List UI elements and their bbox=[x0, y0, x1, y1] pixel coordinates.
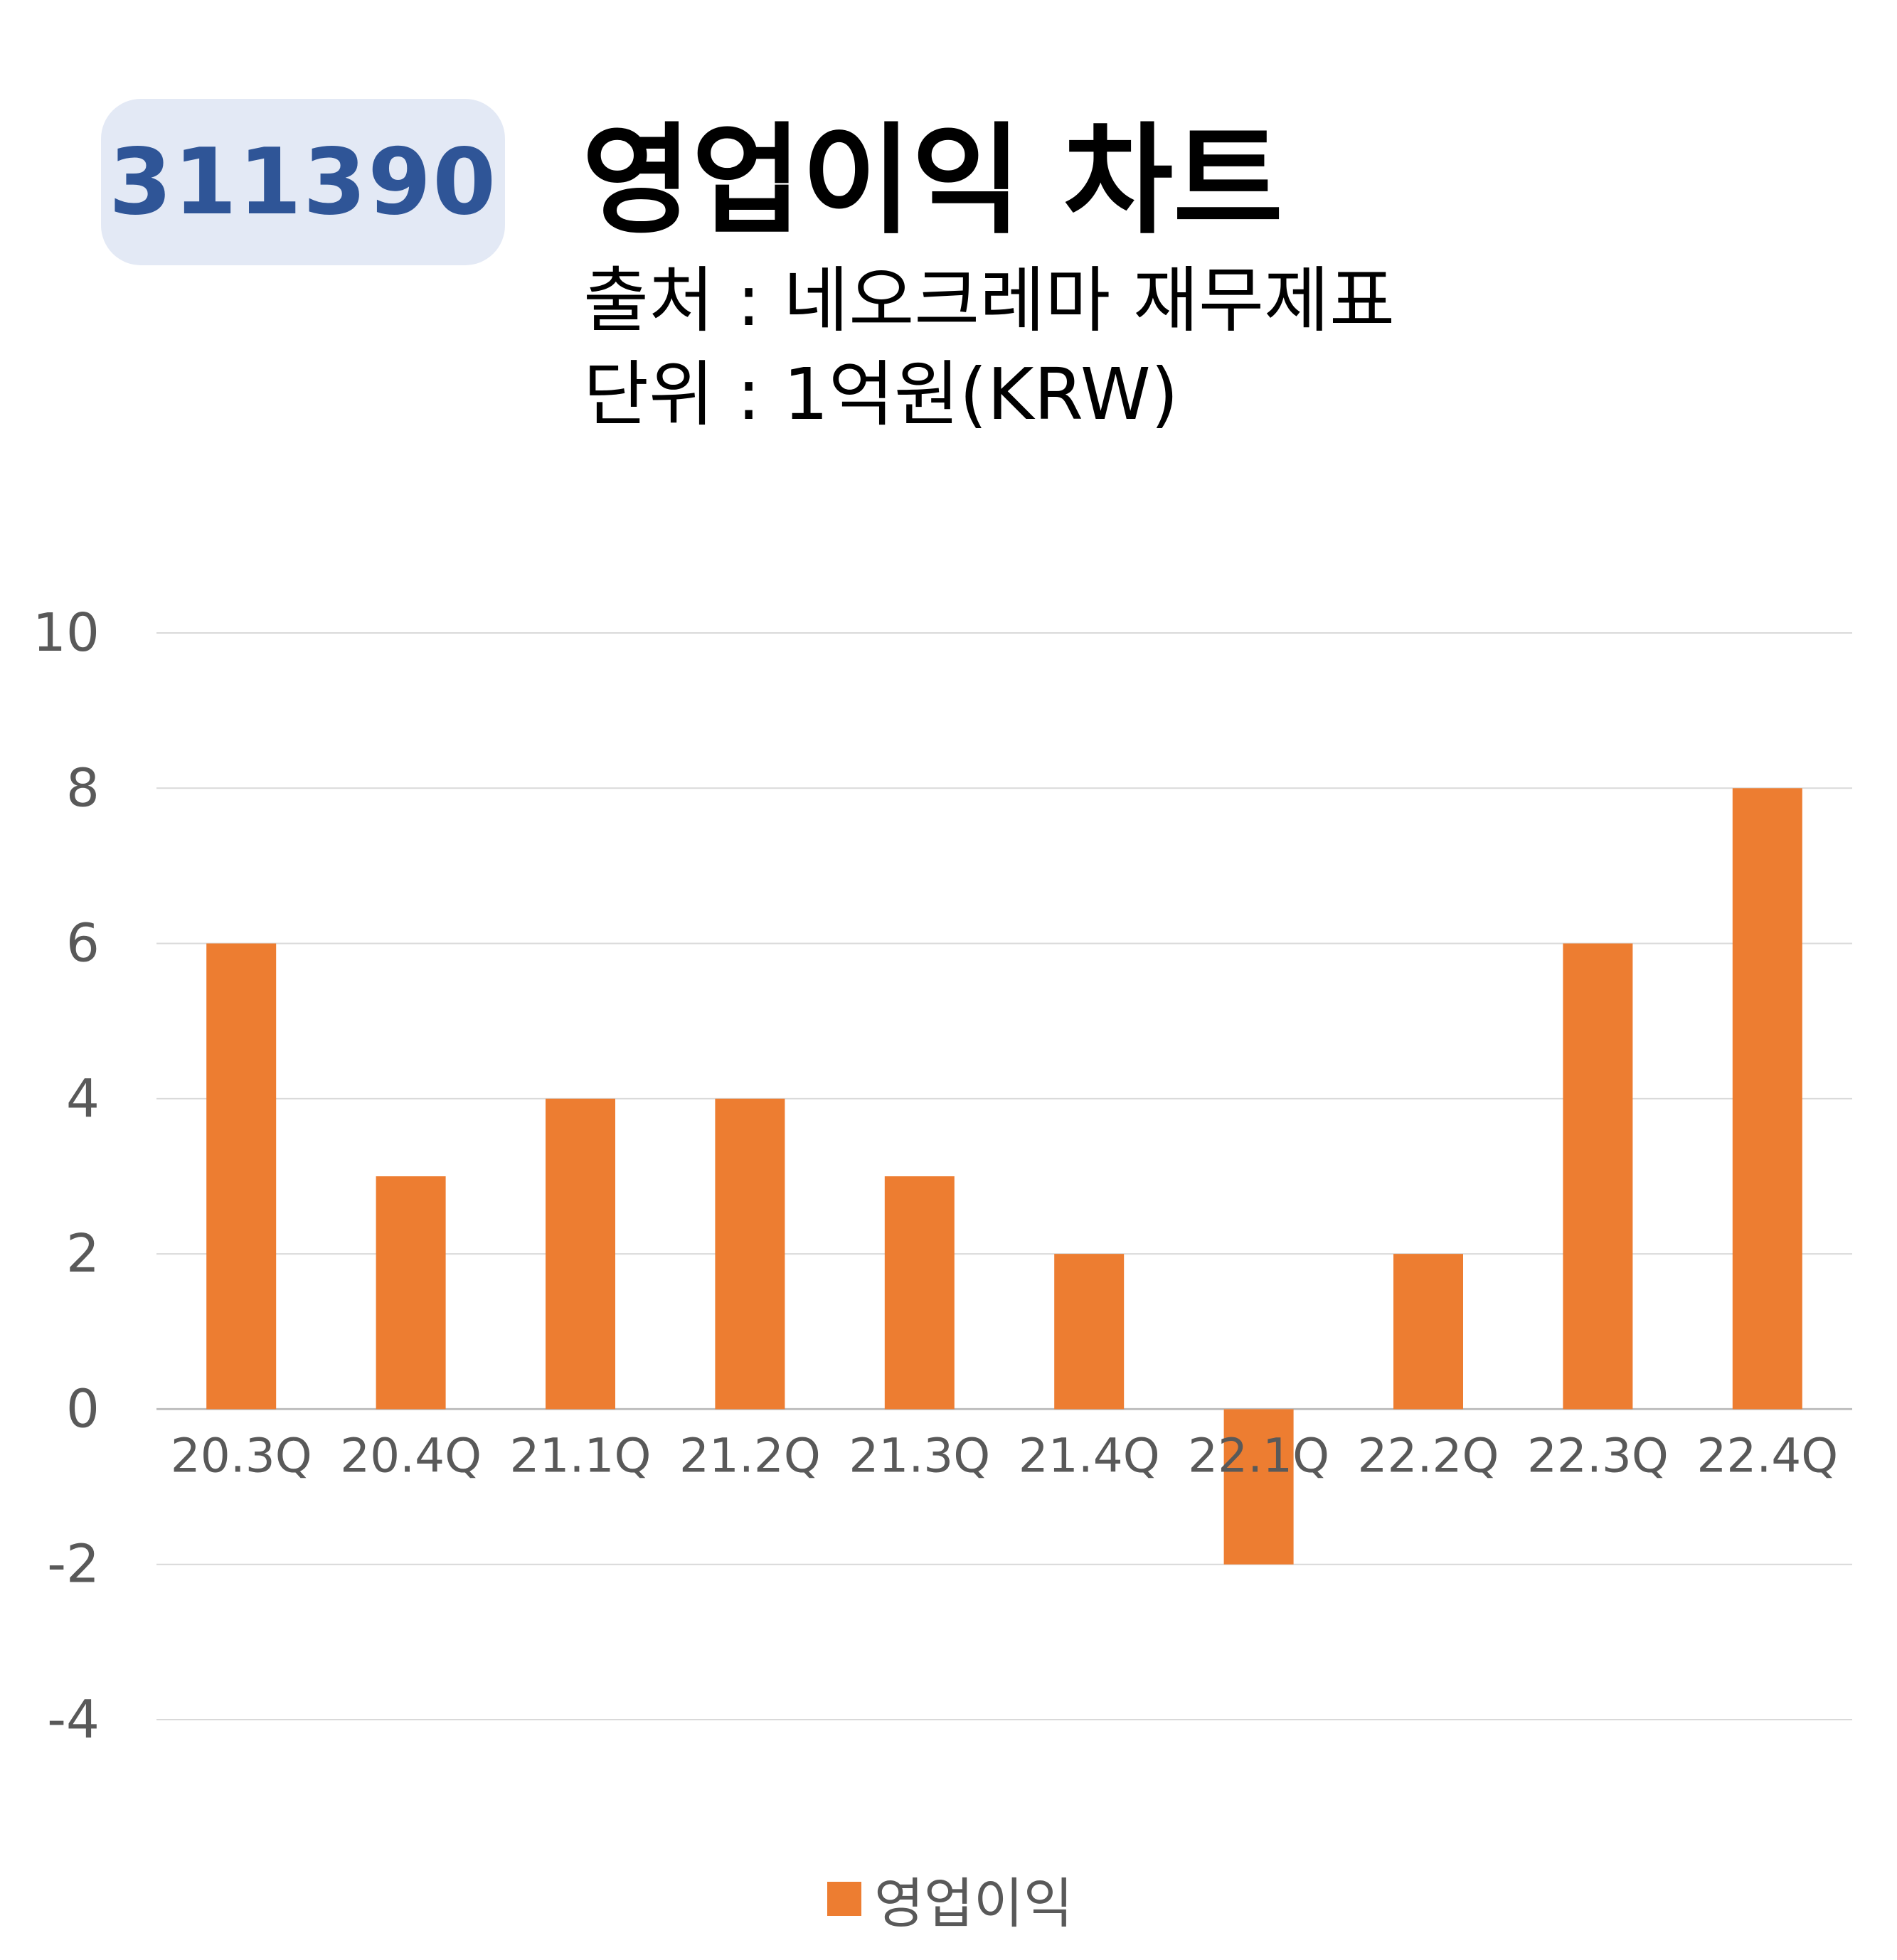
bar-20.4Q bbox=[376, 1176, 446, 1410]
bar-21.2Q bbox=[715, 1098, 785, 1410]
legend-swatch bbox=[827, 1882, 861, 1916]
unit-text: 단위 : 1억원(KRW) bbox=[583, 353, 1179, 436]
bar-21.4Q bbox=[1054, 1254, 1125, 1410]
x-tick-label: 22.1Q bbox=[1188, 1428, 1329, 1483]
y-tick-label: 10 bbox=[33, 602, 100, 664]
x-tick-label: 20.4Q bbox=[340, 1428, 482, 1483]
legend-label: 영업이익 bbox=[874, 1872, 1073, 1935]
bar-22.3Q bbox=[1563, 943, 1633, 1410]
x-tick-label: 21.3Q bbox=[849, 1428, 990, 1483]
y-tick-label: 0 bbox=[66, 1378, 100, 1439]
legend: 영업이익 bbox=[827, 1860, 1073, 1938]
chart-title: 영업이익 차트 bbox=[582, 111, 1283, 250]
x-tick-label: 21.4Q bbox=[1019, 1428, 1160, 1483]
stock-code-badge: 311390 bbox=[101, 99, 505, 265]
x-tick-label: 22.3Q bbox=[1527, 1428, 1669, 1483]
x-tick-label: 22.2Q bbox=[1358, 1428, 1499, 1483]
y-tick-label: -2 bbox=[47, 1534, 100, 1595]
x-tick-label: 21.1Q bbox=[510, 1428, 652, 1483]
bar-22.2Q bbox=[1393, 1254, 1463, 1410]
y-tick-label: 6 bbox=[66, 913, 100, 974]
y-tick-label: 4 bbox=[66, 1068, 100, 1129]
bar-21.1Q bbox=[546, 1098, 615, 1410]
bar-22.1Q bbox=[1223, 1409, 1294, 1565]
y-tick-label: 8 bbox=[66, 757, 100, 819]
source-text: 출처 : 네오크레마 재무제표 bbox=[583, 259, 1396, 342]
bar-20.3Q bbox=[206, 943, 277, 1410]
y-tick-label: 2 bbox=[66, 1223, 100, 1284]
x-tick-label: 21.2Q bbox=[679, 1428, 821, 1483]
bar-21.3Q bbox=[884, 1176, 955, 1410]
bar-22.4Q bbox=[1732, 788, 1802, 1410]
x-tick-label: 22.4Q bbox=[1696, 1428, 1838, 1483]
y-tick-label: -4 bbox=[47, 1689, 100, 1750]
x-tick-label: 20.3Q bbox=[171, 1428, 312, 1483]
